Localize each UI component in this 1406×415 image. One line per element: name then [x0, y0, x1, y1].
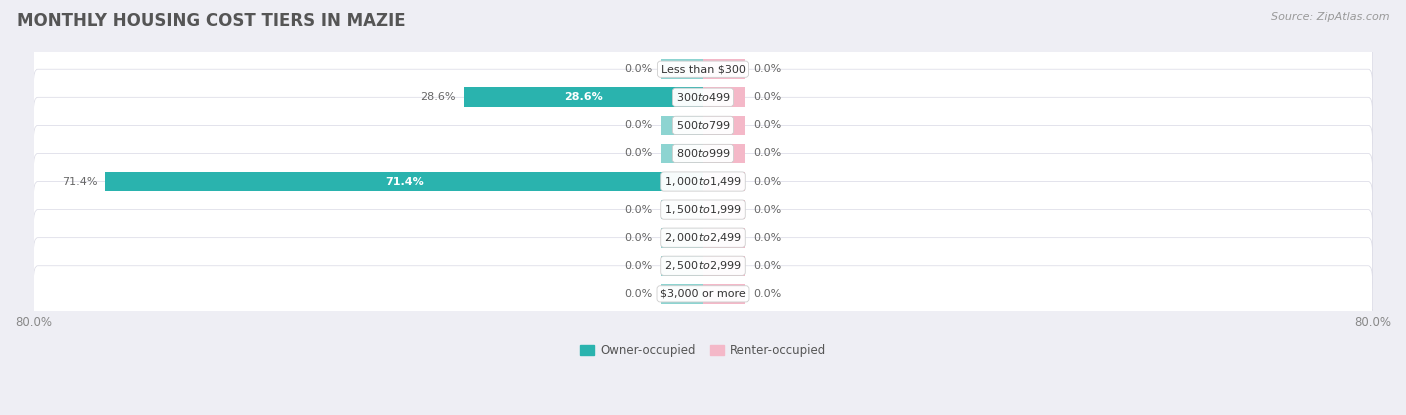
Text: 0.0%: 0.0% [754, 120, 782, 130]
Text: 0.0%: 0.0% [754, 92, 782, 102]
Text: $1,000 to $1,499: $1,000 to $1,499 [664, 175, 742, 188]
Text: MONTHLY HOUSING COST TIERS IN MAZIE: MONTHLY HOUSING COST TIERS IN MAZIE [17, 12, 405, 30]
Bar [703, 59, 745, 79]
FancyBboxPatch shape [34, 266, 1372, 322]
Bar [703, 88, 745, 107]
Text: 0.0%: 0.0% [754, 289, 782, 299]
Bar [105, 172, 703, 191]
Bar [703, 115, 745, 135]
FancyBboxPatch shape [34, 210, 1372, 266]
FancyBboxPatch shape [34, 97, 1372, 154]
Text: 0.0%: 0.0% [754, 149, 782, 159]
Text: 0.0%: 0.0% [754, 233, 782, 243]
Text: $500 to $799: $500 to $799 [675, 120, 731, 132]
FancyBboxPatch shape [34, 125, 1372, 181]
Bar [661, 228, 703, 247]
Text: 0.0%: 0.0% [754, 176, 782, 186]
Text: $3,000 or more: $3,000 or more [661, 289, 745, 299]
Bar [661, 115, 703, 135]
Text: 71.4%: 71.4% [62, 176, 97, 186]
Text: Less than $300: Less than $300 [661, 64, 745, 74]
Bar [703, 284, 745, 304]
Text: 0.0%: 0.0% [624, 205, 652, 215]
Bar [703, 172, 745, 191]
Bar [661, 59, 703, 79]
Text: $800 to $999: $800 to $999 [675, 147, 731, 159]
Bar [661, 256, 703, 276]
Bar [703, 228, 745, 247]
Text: Source: ZipAtlas.com: Source: ZipAtlas.com [1271, 12, 1389, 22]
Text: 0.0%: 0.0% [754, 64, 782, 74]
Text: 0.0%: 0.0% [624, 64, 652, 74]
FancyBboxPatch shape [34, 41, 1372, 97]
Text: $2,500 to $2,999: $2,500 to $2,999 [664, 259, 742, 272]
Text: 0.0%: 0.0% [624, 261, 652, 271]
Text: 0.0%: 0.0% [754, 205, 782, 215]
FancyBboxPatch shape [34, 154, 1372, 210]
Text: 0.0%: 0.0% [624, 120, 652, 130]
Text: 0.0%: 0.0% [624, 289, 652, 299]
Legend: Owner-occupied, Renter-occupied: Owner-occupied, Renter-occupied [575, 339, 831, 361]
Text: 0.0%: 0.0% [624, 149, 652, 159]
Bar [661, 284, 703, 304]
Text: 28.6%: 28.6% [420, 92, 456, 102]
Bar [661, 200, 703, 220]
Bar [703, 144, 745, 163]
Bar [703, 256, 745, 276]
Bar [464, 88, 703, 107]
FancyBboxPatch shape [34, 238, 1372, 294]
Text: 0.0%: 0.0% [624, 233, 652, 243]
Bar [661, 144, 703, 163]
Text: $1,500 to $1,999: $1,500 to $1,999 [664, 203, 742, 216]
Bar [703, 200, 745, 220]
FancyBboxPatch shape [34, 181, 1372, 238]
FancyBboxPatch shape [34, 69, 1372, 125]
Text: 71.4%: 71.4% [385, 176, 423, 186]
Text: 28.6%: 28.6% [564, 92, 603, 102]
Text: $2,000 to $2,499: $2,000 to $2,499 [664, 231, 742, 244]
Text: 0.0%: 0.0% [754, 261, 782, 271]
Text: $300 to $499: $300 to $499 [675, 91, 731, 103]
